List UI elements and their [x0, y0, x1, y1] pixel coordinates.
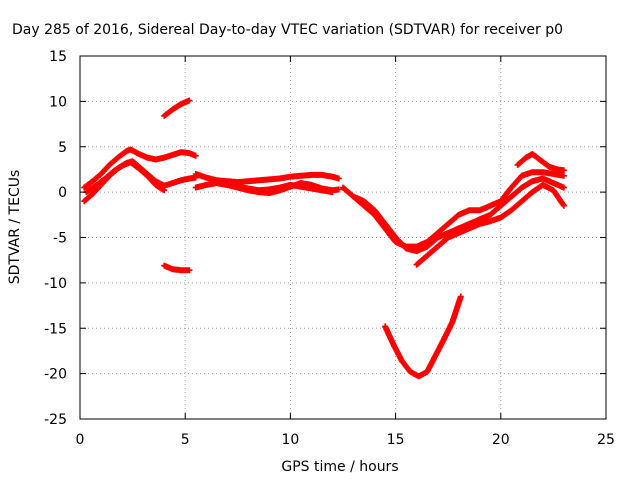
series-track-f	[213, 180, 342, 196]
x-tick-label: 5	[181, 432, 190, 448]
marker-trace	[350, 175, 567, 255]
y-tick-label: 15	[49, 49, 67, 65]
x-axis-title: GPS time / hours	[281, 459, 398, 475]
marker-trace	[382, 293, 464, 380]
y-tick-label: 5	[58, 140, 67, 156]
x-tick-label: 15	[387, 432, 405, 448]
y-tick-label: -25	[44, 412, 67, 428]
plot-frame	[79, 55, 607, 420]
marker-trace	[161, 97, 193, 119]
series-track-h	[350, 175, 567, 255]
grid-lines	[80, 56, 606, 419]
axis-ticks: 0 5 10 15 20 25 -25 -20 -15 -10 -5 0 5 10 15	[44, 49, 615, 448]
marker-trace	[81, 146, 199, 191]
marker-trace	[192, 171, 342, 186]
y-tick-label: 0	[58, 185, 67, 201]
y-tick-label: -15	[44, 321, 67, 337]
y-axis-title: SDTVAR / TECUs	[7, 170, 23, 285]
series-track-d	[192, 171, 342, 186]
series-track-m	[382, 293, 464, 380]
series-track-j	[514, 151, 567, 174]
y-tick-label: -5	[53, 231, 67, 247]
series-track-c	[83, 159, 168, 196]
marker-trace	[413, 181, 567, 268]
x-tick-label: 10	[281, 432, 299, 448]
series-track-a	[81, 146, 199, 191]
series-track-l	[161, 262, 193, 274]
series-track-k	[161, 97, 193, 119]
marker-trace	[83, 159, 168, 196]
y-tick-label: 10	[49, 94, 67, 110]
marker-trace	[161, 262, 193, 274]
marker-trace	[213, 180, 342, 196]
marker-trace	[514, 151, 567, 174]
x-tick-label: 0	[76, 432, 85, 448]
x-tick-label: 25	[597, 432, 615, 448]
data-points	[81, 97, 567, 380]
chart-title: Day 285 of 2016, Sidereal Day-to-day VTE…	[12, 22, 563, 38]
series-track-i	[413, 181, 567, 268]
y-tick-label: -20	[44, 367, 67, 383]
y-tick-label: -10	[44, 276, 67, 292]
x-tick-label: 20	[492, 432, 510, 448]
